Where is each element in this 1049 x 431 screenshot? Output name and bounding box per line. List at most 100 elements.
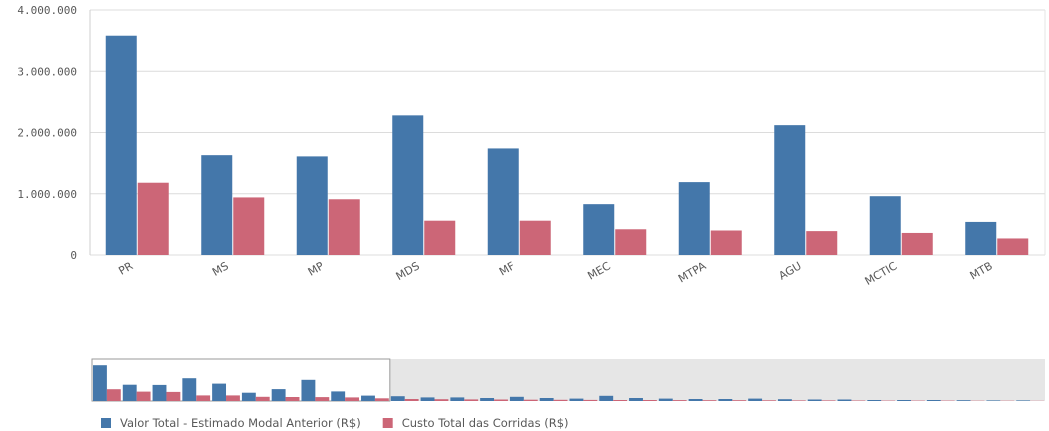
bar-mp-series-2 xyxy=(328,199,360,255)
minimap-bar xyxy=(851,400,866,401)
bar-mtb-series-2 xyxy=(997,238,1029,255)
x-tick-label: MTB xyxy=(968,259,995,282)
minimap-bar xyxy=(837,399,852,401)
bar-mtb-series-1 xyxy=(965,221,997,255)
minimap-bar xyxy=(374,398,389,401)
minimap-bar xyxy=(897,400,911,401)
legend-label: Valor Total - Estimado Modal Anterior (R… xyxy=(120,416,361,430)
scroll-minimap[interactable] xyxy=(91,358,1045,402)
minimap-bar xyxy=(106,389,121,401)
x-tick-label: PR xyxy=(116,259,135,278)
y-tick-label: 1.000.000 xyxy=(17,188,77,201)
minimap-bar xyxy=(509,396,524,401)
minimap-bar xyxy=(241,392,256,401)
bar-agu-series-2 xyxy=(806,231,838,255)
minimap-bar xyxy=(762,400,776,401)
minimap-bar xyxy=(301,379,316,401)
minimap-bar xyxy=(926,400,941,401)
minimap-bar xyxy=(688,399,703,401)
minimap-bar xyxy=(255,396,270,401)
bar-mctic-series-1 xyxy=(869,196,901,255)
x-tick-label: MP xyxy=(306,259,327,279)
minimap-bar xyxy=(390,396,405,401)
minimap-bar xyxy=(629,398,643,401)
bar-mp-series-1 xyxy=(296,156,328,255)
minimap-bar xyxy=(732,400,747,401)
bar-mds-series-1 xyxy=(392,115,424,255)
x-tick-label: MCTIC xyxy=(863,259,900,288)
minimap-bar xyxy=(271,389,286,401)
minimap-bar xyxy=(315,397,330,401)
minimap-bar xyxy=(404,399,419,401)
y-tick-label: 2.000.000 xyxy=(17,127,77,140)
minimap-bar xyxy=(956,400,971,401)
minimap-bar xyxy=(718,399,733,401)
minimap-bar xyxy=(122,384,137,401)
minimap-bar xyxy=(553,399,568,401)
minimap-bar xyxy=(285,397,300,401)
x-tick-label: MDS xyxy=(394,259,422,283)
bar-pr-series-2 xyxy=(137,182,169,255)
minimap-bar xyxy=(494,399,508,401)
bar-mtpa-series-2 xyxy=(710,230,742,255)
bar-mec-series-1 xyxy=(583,204,615,255)
legend-swatch xyxy=(101,418,111,428)
bar-ms-series-2 xyxy=(233,197,265,255)
legend-label: Custo Total das Corridas (R$) xyxy=(402,416,569,430)
minimap-bar xyxy=(450,397,465,401)
minimap-bar xyxy=(777,399,792,401)
minimap-bar xyxy=(434,399,449,401)
minimap-bar xyxy=(212,383,227,401)
minimap-bar xyxy=(345,397,360,401)
bar-mf-series-2 xyxy=(519,220,551,255)
bar-mtpa-series-1 xyxy=(678,182,710,255)
x-tick-label: MTPA xyxy=(676,259,709,285)
minimap-bar xyxy=(569,398,584,401)
x-tick-label: AGU xyxy=(777,259,804,282)
y-tick-label: 3.000.000 xyxy=(17,65,77,78)
minimap-bar xyxy=(807,399,822,401)
y-tick-label: 4.000.000 xyxy=(17,4,77,17)
legend: Valor Total - Estimado Modal Anterior (R… xyxy=(101,416,569,430)
bar-mf-series-1 xyxy=(487,148,519,255)
minimap-bar xyxy=(152,384,167,401)
minimap-bar xyxy=(361,395,375,401)
x-tick-label: MS xyxy=(210,259,231,279)
minimap-bar xyxy=(136,391,151,401)
minimap-hidden-area xyxy=(389,359,1045,401)
minimap-bar xyxy=(539,398,554,401)
minimap-bar xyxy=(867,400,882,401)
bar-pr-series-1 xyxy=(105,35,137,255)
minimap-bar xyxy=(331,391,346,401)
y-axis-ticks: 0 1.000.000 2.000.000 3.000.000 4.000.000 xyxy=(17,4,77,262)
minimap-bar xyxy=(986,400,1001,401)
minimap-bar xyxy=(821,400,836,401)
bar-mec-series-2 xyxy=(615,229,647,255)
x-tick-label: MEC xyxy=(585,259,613,282)
minimap-bar xyxy=(791,400,806,401)
legend-swatch xyxy=(382,418,393,428)
minimap-bar xyxy=(93,365,107,401)
minimap-bar xyxy=(658,398,673,401)
minimap-bar xyxy=(599,395,614,401)
minimap-bar xyxy=(182,378,197,401)
bars xyxy=(105,35,1029,256)
minimap-bar xyxy=(672,400,687,401)
minimap-bar xyxy=(583,399,598,401)
bar-agu-series-1 xyxy=(774,125,806,256)
minimap-bar xyxy=(464,399,479,401)
x-tick-label: MF xyxy=(497,259,517,278)
minimap-bar xyxy=(480,398,495,401)
bar-mctic-series-2 xyxy=(901,232,933,255)
minimap-viewport-handle[interactable] xyxy=(91,358,391,402)
minimap-bar xyxy=(702,400,717,401)
bar-ms-series-1 xyxy=(201,155,233,255)
minimap-bar xyxy=(166,391,181,401)
minimap-bar xyxy=(226,395,240,401)
bar-mds-series-2 xyxy=(424,220,456,255)
minimap-bar xyxy=(613,400,628,401)
minimap-bar xyxy=(748,398,763,401)
minimap-bar xyxy=(420,397,435,401)
minimap-bar xyxy=(1016,400,1031,401)
